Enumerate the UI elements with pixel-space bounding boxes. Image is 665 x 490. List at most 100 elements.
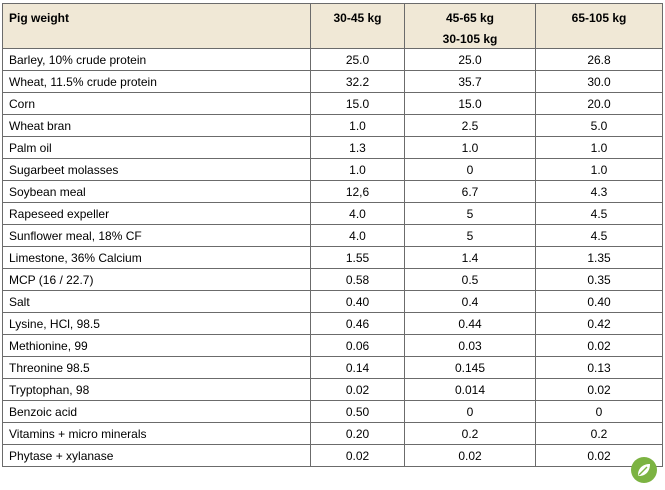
table-row: Phytase + xylanase 0.02 0.02 0.02 [2, 444, 663, 467]
row-value: 0.02 [535, 378, 663, 401]
row-value: 0.46 [310, 312, 405, 335]
header-45-65-label: 45-65 kg [445, 11, 495, 25]
row-value: 4.3 [535, 180, 663, 203]
row-value: 1.55 [310, 246, 405, 269]
row-label: Sunflower meal, 18% CF [2, 224, 311, 247]
row-label: Sugarbeet molasses [2, 158, 311, 181]
row-label: Soybean meal [2, 180, 311, 203]
table-header: Pig weight 30-45 kg 45-65 kg 30-105 kg 6… [2, 3, 663, 49]
row-label: Benzoic acid [2, 400, 311, 423]
row-value: 30.0 [535, 70, 663, 93]
table-row: Wheat bran 1.0 2.5 5.0 [2, 114, 663, 137]
row-label: MCP (16 / 22.7) [2, 268, 311, 291]
row-label: Salt [2, 290, 311, 313]
feed-formulation-table: Pig weight 30-45 kg 45-65 kg 30-105 kg 6… [2, 3, 663, 467]
row-value: 0.02 [535, 444, 663, 467]
row-label: Limestone, 36% Calcium [2, 246, 311, 269]
table-row: Benzoic acid 0.50 0 0 [2, 400, 663, 423]
row-value: 0.02 [404, 444, 536, 467]
row-value: 0 [404, 158, 536, 181]
row-label: Rapeseed expeller [2, 202, 311, 225]
row-value: 5.0 [535, 114, 663, 137]
row-value: 0 [404, 400, 536, 423]
row-label: Corn [2, 92, 311, 115]
row-value: 25.0 [310, 48, 405, 71]
row-value: 0.42 [535, 312, 663, 335]
row-value: 0.5 [404, 268, 536, 291]
row-value: 2.5 [404, 114, 536, 137]
header-45-65: 45-65 kg 30-105 kg [404, 3, 536, 49]
row-value: 0.20 [310, 422, 405, 445]
row-value: 0.40 [535, 290, 663, 313]
row-value: 32.2 [310, 70, 405, 93]
row-value: 26.8 [535, 48, 663, 71]
table-row: Lysine, HCl, 98.5 0.46 0.44 0.42 [2, 312, 663, 335]
table-row: Barley, 10% crude protein 25.0 25.0 26.8 [2, 48, 663, 71]
table-row: MCP (16 / 22.7) 0.58 0.5 0.35 [2, 268, 663, 291]
row-value: 0.50 [310, 400, 405, 423]
row-value: 1.0 [310, 158, 405, 181]
row-value: 0.145 [404, 356, 536, 379]
row-value: 4.5 [535, 224, 663, 247]
header-30-105-label: 30-105 kg [442, 32, 498, 46]
table-body: Barley, 10% crude protein 25.0 25.0 26.8 Whe… [2, 48, 663, 467]
row-label: Methionine, 99 [2, 334, 311, 357]
table-row: Salt 0.40 0.4 0.40 [2, 290, 663, 313]
row-label: Barley, 10% crude protein [2, 48, 311, 71]
header-30-45: 30-45 kg [310, 3, 405, 49]
row-value: 0.06 [310, 334, 405, 357]
table-row: Threonine 98.5 0.14 0.145 0.13 [2, 356, 663, 379]
row-value: 4.0 [310, 224, 405, 247]
row-value: 0.44 [404, 312, 536, 335]
leaf-glyph [638, 464, 650, 476]
row-value: 15.0 [404, 92, 536, 115]
row-value: 0.03 [404, 334, 536, 357]
row-label: Tryptophan, 98 [2, 378, 311, 401]
row-label: Phytase + xylanase [2, 444, 311, 467]
row-value: 0.02 [310, 444, 405, 467]
row-value: 25.0 [404, 48, 536, 71]
row-value: 1.0 [404, 136, 536, 159]
row-value: 0.014 [404, 378, 536, 401]
row-value: 20.0 [535, 92, 663, 115]
row-label: Vitamins + micro minerals [2, 422, 311, 445]
table-row: Soybean meal 12,6 6.7 4.3 [2, 180, 663, 203]
row-label: Lysine, HCl, 98.5 [2, 312, 311, 335]
header-row: Pig weight 30-45 kg 45-65 kg 30-105 kg 6… [2, 3, 663, 49]
row-value: 35.7 [404, 70, 536, 93]
row-value: 1.3 [310, 136, 405, 159]
table-row: Wheat, 11.5% crude protein 32.2 35.7 30.0 [2, 70, 663, 93]
row-value: 1.0 [310, 114, 405, 137]
row-value: 0.13 [535, 356, 663, 379]
table-row: Vitamins + micro minerals 0.20 0.2 0.2 [2, 422, 663, 445]
row-value: 1.35 [535, 246, 663, 269]
row-value: 0.2 [535, 422, 663, 445]
table-row: Corn 15.0 15.0 20.0 [2, 92, 663, 115]
row-value: 4.5 [535, 202, 663, 225]
table-row: Rapeseed expeller 4.0 5 4.5 [2, 202, 663, 225]
row-label: Wheat, 11.5% crude protein [2, 70, 311, 93]
leaf-logo-icon [631, 457, 657, 483]
row-value: 1.0 [535, 158, 663, 181]
header-pig-weight: Pig weight [2, 3, 311, 49]
table-row: Sugarbeet molasses 1.0 0 1.0 [2, 158, 663, 181]
row-value: 0.35 [535, 268, 663, 291]
row-value: 15.0 [310, 92, 405, 115]
row-label: Wheat bran [2, 114, 311, 137]
row-value: 5 [404, 202, 536, 225]
header-65-105: 65-105 kg [535, 3, 663, 49]
table-row: Palm oil 1.3 1.0 1.0 [2, 136, 663, 159]
row-value: 0.14 [310, 356, 405, 379]
row-value: 1.0 [535, 136, 663, 159]
row-value: 0.02 [310, 378, 405, 401]
table-row: Methionine, 99 0.06 0.03 0.02 [2, 334, 663, 357]
row-value: 12,6 [310, 180, 405, 203]
row-value: 4.0 [310, 202, 405, 225]
row-value: 0.40 [310, 290, 405, 313]
table-row: Tryptophan, 98 0.02 0.014 0.02 [2, 378, 663, 401]
row-value: 0.2 [404, 422, 536, 445]
row-value: 0.4 [404, 290, 536, 313]
row-value: 0.58 [310, 268, 405, 291]
row-value: 6.7 [404, 180, 536, 203]
table-row: Limestone, 36% Calcium 1.55 1.4 1.35 [2, 246, 663, 269]
